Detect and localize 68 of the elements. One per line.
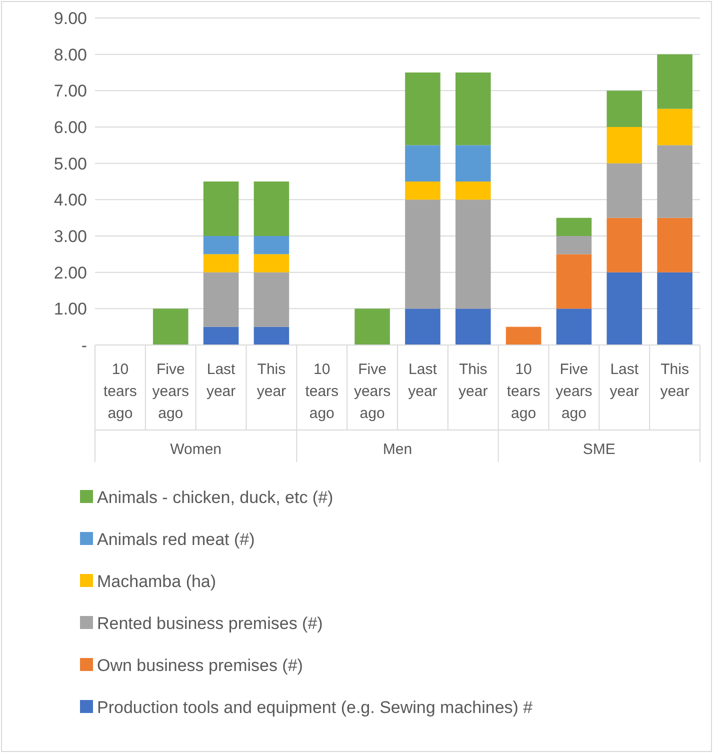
bar <box>455 72 491 146</box>
y-tick-label: 7.00 <box>54 82 87 101</box>
bar <box>203 254 239 272</box>
x-tick-label: This year <box>660 361 690 400</box>
bar <box>152 308 188 345</box>
bar <box>556 218 592 236</box>
x-tick-label: 10 tears ago <box>104 361 137 422</box>
bar <box>606 218 642 272</box>
y-tick-label: 8.00 <box>54 45 87 64</box>
bar <box>405 200 440 309</box>
y-tick-label: 9.00 <box>54 8 87 28</box>
bar <box>556 308 592 345</box>
y-tick-label: 2.00 <box>54 263 87 282</box>
bar <box>606 90 642 127</box>
bar <box>405 145 440 182</box>
y-tick-label: 6.00 <box>54 118 87 137</box>
bar <box>455 182 491 200</box>
bar <box>556 254 592 309</box>
bar <box>506 326 542 345</box>
x-tick-label: Five years ago <box>354 361 391 422</box>
x-tick-label: Five years ago <box>152 361 189 422</box>
bar <box>455 308 491 345</box>
bar <box>405 308 440 345</box>
bar <box>354 308 390 345</box>
legend-label: Own business premises (#) <box>97 656 303 675</box>
y-tick-label: 5.00 <box>54 154 87 174</box>
x-tick-label: This year <box>458 361 488 400</box>
bar <box>657 145 692 218</box>
bar <box>203 272 239 327</box>
bar <box>657 218 692 272</box>
bar <box>657 54 692 109</box>
bar <box>606 163 642 218</box>
x-tick-label: This year <box>256 361 286 400</box>
bar <box>203 182 239 236</box>
bar <box>254 326 290 345</box>
legend-label: Rented business premises (#) <box>97 614 323 633</box>
bar <box>203 236 239 254</box>
legend-label: Production tools and equipment (e.g. Sewing machines) # <box>97 698 534 717</box>
x-tick-label: Last year <box>610 361 640 400</box>
bar <box>254 254 290 272</box>
bar <box>405 182 440 200</box>
bar <box>556 236 592 254</box>
bar <box>657 272 692 345</box>
legend-label: Machamba (ha) <box>97 572 216 591</box>
bar <box>606 127 642 164</box>
y-tick-label: 4.00 <box>54 190 87 210</box>
bar <box>254 236 290 254</box>
legend-label: Animals - chicken, duck, etc (#) <box>97 488 334 507</box>
x-tick-label: Last year <box>206 361 236 400</box>
y-tick-label: 1.00 <box>54 300 87 319</box>
bar <box>455 145 491 182</box>
text: Women <box>170 441 222 458</box>
legend-label: Animals red meat (#) <box>97 530 255 549</box>
x-tick-label: Last year <box>408 361 438 400</box>
text: SME <box>582 441 616 458</box>
bar <box>254 272 290 327</box>
x-tick-label: 10 tears ago <box>506 361 540 422</box>
x-tick-label: Five years ago <box>556 361 592 422</box>
y-tick-label: 3.00 <box>54 226 87 246</box>
x-tick-label: 10 tears ago <box>305 361 339 422</box>
text: Men <box>382 441 412 458</box>
bar <box>405 72 440 146</box>
bar <box>606 272 642 345</box>
bar <box>203 326 239 345</box>
bar <box>455 200 491 309</box>
bar <box>254 182 290 236</box>
bar <box>657 108 692 146</box>
y-tick-label: - <box>81 336 87 355</box>
